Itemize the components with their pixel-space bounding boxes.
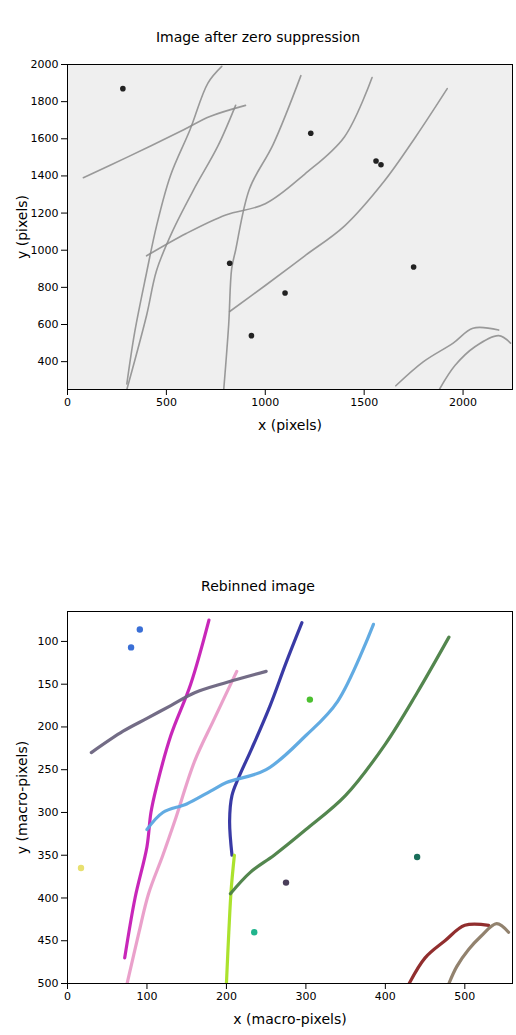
svg-text:500: 500 [156,396,177,409]
svg-text:500: 500 [38,977,59,990]
svg-text:2000: 2000 [31,58,59,71]
html-text:Rebinned image: Rebinned image [201,578,315,594]
svg-text:1200: 1200 [31,207,59,220]
svg-text:x (pixels): x (pixels) [258,417,322,433]
svg-text:1400: 1400 [31,169,59,182]
svg-text:1000: 1000 [251,396,279,409]
svg-text:100: 100 [38,635,59,648]
svg-text:800: 800 [38,281,59,294]
svg-text:400: 400 [38,355,59,368]
svg-text:300: 300 [38,806,59,819]
svg-text:100: 100 [136,990,157,1003]
svg-text:250: 250 [38,763,59,776]
svg-text:0: 0 [64,990,71,1003]
svg-text:150: 150 [38,678,59,691]
svg-text:y (pixels): y (pixels) [14,195,30,259]
html-text:Image after zero suppression: Image after zero suppression [155,29,361,45]
svg-text:200: 200 [38,720,59,733]
svg-text:350: 350 [38,849,59,862]
svg-text:500: 500 [454,990,475,1003]
svg-text:2000: 2000 [449,396,477,409]
svg-text:200: 200 [216,990,237,1003]
svg-text:1600: 1600 [31,132,59,145]
svg-text:x (macro-pixels): x (macro-pixels) [233,1011,346,1027]
svg-text:1000: 1000 [31,244,59,257]
svg-text:600: 600 [38,318,59,331]
svg-text:400: 400 [375,990,396,1003]
svg-text:y (macro-pixels): y (macro-pixels) [14,741,30,854]
svg-text:450: 450 [38,934,59,947]
svg-text:400: 400 [38,892,59,905]
svg-text:0: 0 [64,396,71,409]
svg-text:300: 300 [295,990,316,1003]
svg-text:1500: 1500 [350,396,378,409]
svg-text:1800: 1800 [31,95,59,108]
